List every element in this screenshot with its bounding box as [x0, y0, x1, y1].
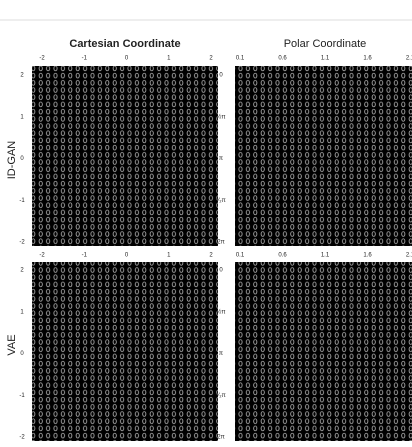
sample-grid [235, 262, 412, 441]
x-tick-label: 0.1 [236, 56, 245, 62]
x-tick-label: 0.6 [278, 253, 287, 259]
sample-grid [32, 262, 218, 441]
x-tick-label: 1.6 [363, 56, 372, 62]
y-tick-label: ³⁄₂π [216, 198, 225, 204]
x-tick-label: 1 [167, 56, 171, 62]
y-tick-label: 0 [20, 351, 24, 357]
y-tick-label: ³⁄₂π [216, 393, 225, 399]
x-tick-label: -2 [39, 56, 45, 62]
y-tick-label: -2 [19, 435, 25, 441]
x-tick-label: -1 [82, 56, 88, 62]
y-tick-label: 2π [217, 240, 224, 246]
sample-grid [235, 66, 412, 246]
y-tick-label: 2 [20, 73, 24, 79]
column-title: Polar Coordinate [284, 38, 367, 50]
y-tick-label: 0 [20, 156, 24, 162]
x-tick-label: 2 [209, 56, 213, 62]
column-title: Cartesian Coordinate [69, 38, 180, 50]
x-tick-label: 2.1 [406, 56, 412, 62]
row-label: VAE [6, 334, 18, 355]
y-tick-label: 0 [219, 73, 223, 79]
sample-grid [32, 66, 218, 246]
y-tick-label: 2π [217, 435, 224, 441]
y-tick-label: 0 [219, 268, 223, 274]
x-tick-label: 1.6 [363, 253, 372, 259]
y-tick-label: 1 [20, 114, 24, 120]
x-tick-label: 2 [209, 253, 213, 259]
row-label: ID-GAN [6, 141, 18, 180]
y-tick-label: π [219, 156, 223, 162]
y-tick-label: 2 [20, 268, 24, 274]
x-tick-label: 1.1 [321, 253, 330, 259]
x-tick-label: 1.1 [321, 56, 330, 62]
x-tick-label: -2 [39, 253, 45, 259]
x-tick-label: 0.1 [236, 253, 245, 259]
x-tick-label: 2.1 [406, 253, 412, 259]
x-tick-label: 0 [125, 253, 129, 259]
y-tick-label: -2 [19, 240, 25, 246]
x-tick-label: 0.6 [278, 56, 287, 62]
y-tick-label: -1 [19, 198, 25, 204]
y-tick-label: ½π [216, 113, 225, 120]
x-tick-label: 0 [125, 56, 129, 62]
y-tick-label: ½π [216, 308, 225, 315]
y-tick-label: -1 [19, 393, 25, 399]
x-tick-label: -1 [82, 253, 88, 259]
y-tick-label: 1 [20, 309, 24, 315]
y-tick-label: π [219, 351, 223, 357]
x-tick-label: 1 [167, 253, 171, 259]
